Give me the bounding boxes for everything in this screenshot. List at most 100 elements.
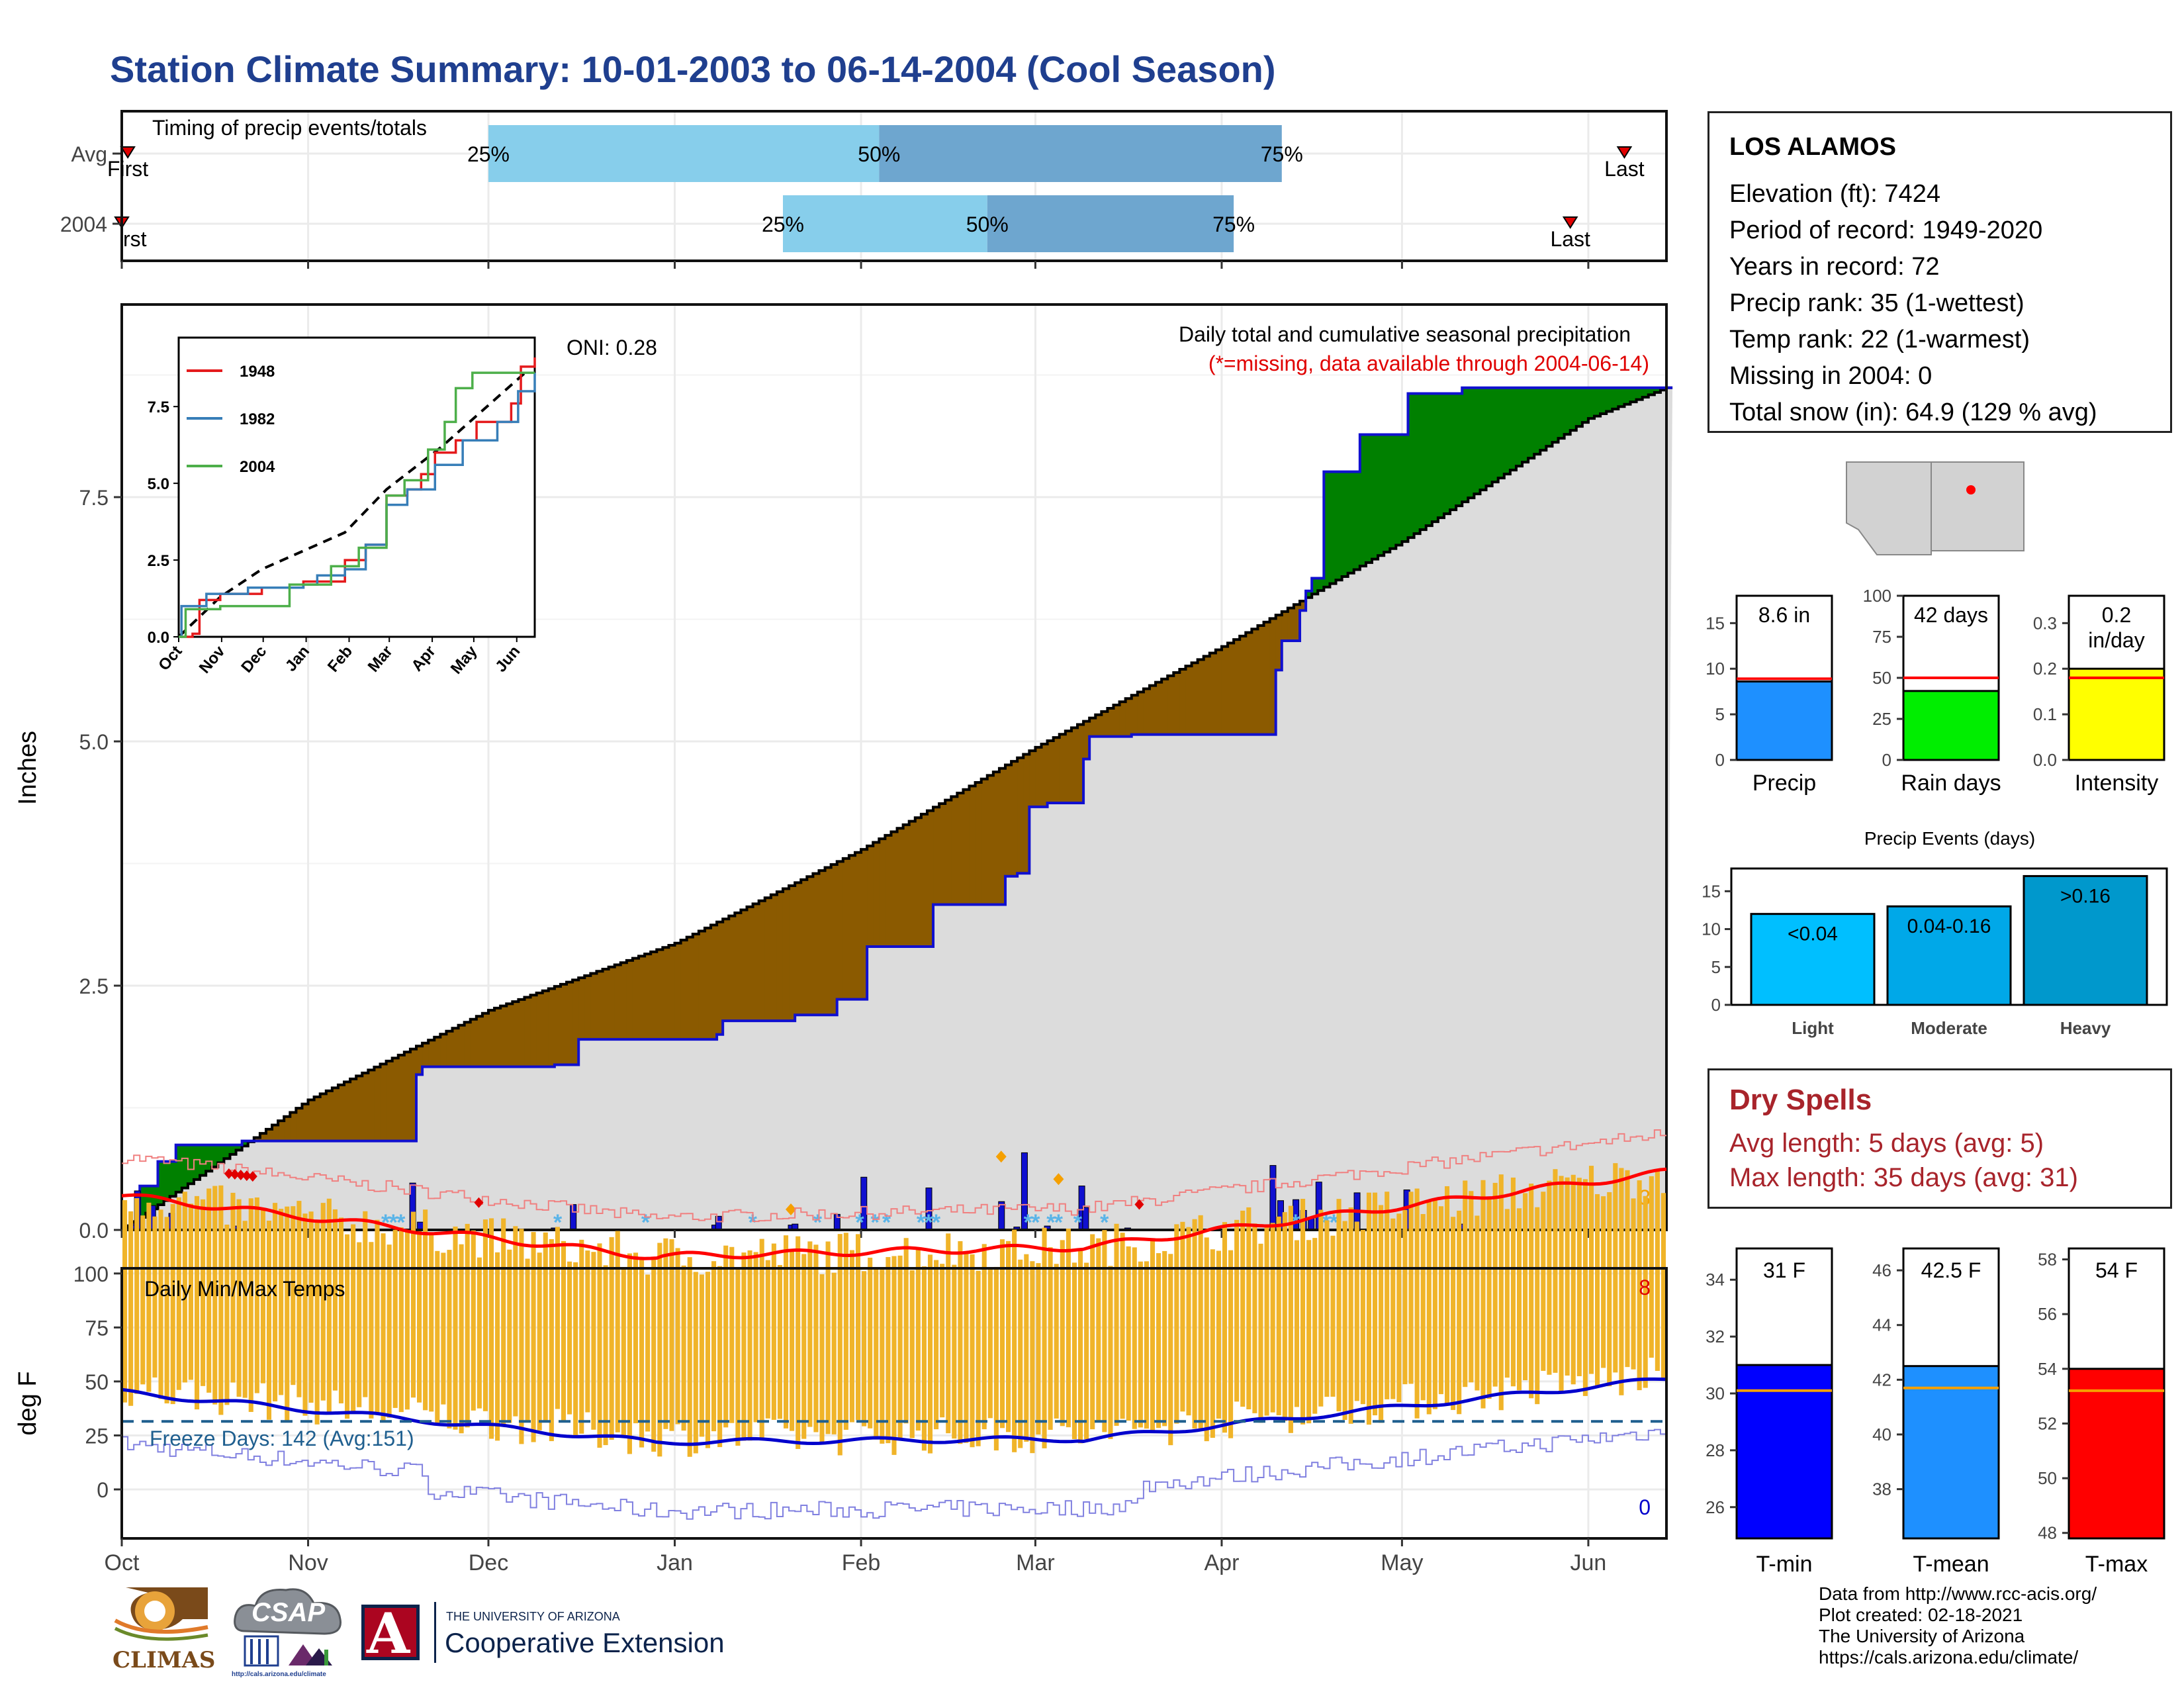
deficit-area — [284, 1116, 291, 1141]
deficit-area — [837, 861, 844, 1000]
deficit-area — [464, 1022, 471, 1067]
inset-y-tick-label: 5.0 — [148, 475, 169, 493]
daily-temp-bar — [369, 1242, 374, 1419]
daily-temp-bar — [1144, 1261, 1149, 1429]
daily-temp-bar — [934, 1260, 939, 1430]
surplus-area — [1612, 387, 1619, 409]
summary-y-tick-label: 10 — [1706, 659, 1725, 679]
deficit-area — [584, 975, 591, 1040]
snow-day-marker: * — [1054, 1210, 1064, 1235]
daily-temp-bar — [1228, 1250, 1234, 1438]
surplus-area — [146, 1186, 153, 1213]
summary-y-tick-label: 25 — [1872, 709, 1891, 729]
daily-temp-bar — [1379, 1205, 1384, 1423]
first-event-label: rst — [123, 227, 147, 251]
deficit-area — [338, 1084, 345, 1141]
daily-temp-bar — [801, 1254, 807, 1439]
surplus-area — [1347, 471, 1355, 573]
surplus-area — [1420, 393, 1427, 530]
deficit-area — [524, 997, 531, 1067]
daily-temp-bar — [410, 1211, 416, 1398]
daily-temp-bar — [152, 1216, 158, 1378]
daily-temp-bar — [1270, 1223, 1275, 1413]
deficit-area — [1203, 656, 1210, 735]
daily-temp-bar — [266, 1221, 272, 1420]
deficit-area — [536, 993, 543, 1067]
deficit-area — [764, 898, 772, 1021]
surplus-area — [1630, 387, 1637, 402]
deficit-area — [891, 831, 898, 947]
station-name: LOS ALAMOS — [1729, 133, 1896, 161]
deficit-area — [639, 956, 645, 1040]
snow-day-marker: * — [855, 1210, 864, 1235]
daily-temp-bar — [1643, 1196, 1648, 1388]
deficit-area — [903, 824, 910, 947]
inset-legend-label: 2004 — [240, 458, 275, 476]
daily-temp-bar — [260, 1208, 265, 1383]
deficit-area — [1101, 711, 1109, 737]
daily-temp-bar — [940, 1264, 945, 1418]
climas-logo-graphic — [114, 1587, 208, 1641]
summary-panel-intensity — [2062, 594, 2165, 761]
daily-temp-bar — [224, 1225, 230, 1405]
timing-frame — [120, 110, 1668, 262]
daily-temp-bar — [1588, 1166, 1594, 1374]
summary-temp-panel-t-max — [2062, 1247, 2165, 1540]
snow-day-marker: * — [1024, 1210, 1033, 1235]
summary-axis-label: Rain days — [1901, 771, 2001, 796]
surplus-area — [1365, 434, 1373, 563]
surplus-area — [1474, 387, 1481, 494]
deficit-area — [1197, 659, 1205, 735]
daily-temp-bar — [891, 1256, 897, 1455]
summary-temp-bar — [1735, 1364, 1833, 1540]
surplus-area — [1552, 387, 1559, 443]
daily-temp-bar — [164, 1217, 169, 1404]
deficit-area — [1269, 618, 1277, 735]
inset-frame — [177, 336, 536, 638]
daily-temp-bar — [296, 1201, 302, 1397]
events-y-tick-label: 10 — [1702, 919, 1721, 939]
deficit-area — [356, 1076, 363, 1141]
daily-temp-bar — [1498, 1174, 1504, 1411]
daily-temp-bar — [1042, 1227, 1047, 1448]
daily-temp-bar — [170, 1203, 175, 1405]
daily-temp-bar — [1246, 1207, 1251, 1410]
deficit-area — [1125, 698, 1132, 737]
snow-day-marker: * — [932, 1210, 941, 1235]
daily-temp-bar — [1060, 1240, 1065, 1427]
daily-temp-bar — [1030, 1261, 1035, 1454]
daily-temp-bar — [1619, 1168, 1624, 1395]
precip-panel — [114, 303, 1673, 1238]
summary-y-tick-label: 50 — [1872, 668, 1891, 688]
temp-y-tick-label: 75 — [85, 1316, 109, 1340]
daily-temp-bar — [1366, 1192, 1371, 1425]
station-info-panel: LOS ALAMOS Elevation (ft): 7424 Period o… — [1707, 111, 2172, 433]
deficit-area — [933, 807, 940, 905]
daily-temp-bar — [1553, 1169, 1558, 1373]
daily-temp-bar — [1071, 1262, 1077, 1439]
daily-temp-bar — [314, 1220, 320, 1425]
deficit-area — [626, 960, 633, 1040]
surplus-area — [242, 1141, 249, 1147]
month-axis-label: Jun — [1570, 1550, 1607, 1575]
deficit-area — [723, 919, 729, 1021]
surplus-area — [1564, 387, 1571, 435]
daily-temp-bar — [561, 1241, 567, 1421]
deficit-area — [1047, 741, 1054, 803]
daily-temp-bar — [549, 1239, 554, 1442]
summary-temp-value-label: 31 F — [1763, 1258, 1805, 1282]
daily-temp-bar — [212, 1186, 218, 1405]
deficit-area — [368, 1070, 375, 1141]
daily-temp-bar — [1012, 1229, 1017, 1452]
deficit-area — [1035, 747, 1042, 807]
surplus-area — [1606, 387, 1613, 412]
deficit-area — [572, 980, 579, 1065]
daily-temp-bar — [1504, 1209, 1510, 1378]
precip-event-bar — [1750, 913, 1876, 1006]
daily-temp-bar — [952, 1264, 957, 1439]
deficit-area — [1053, 737, 1060, 803]
deficit-area — [999, 768, 1006, 905]
daily-temp-bar — [807, 1241, 813, 1427]
daily-temp-bar — [201, 1199, 206, 1386]
daily-temp-bar — [1168, 1254, 1173, 1446]
